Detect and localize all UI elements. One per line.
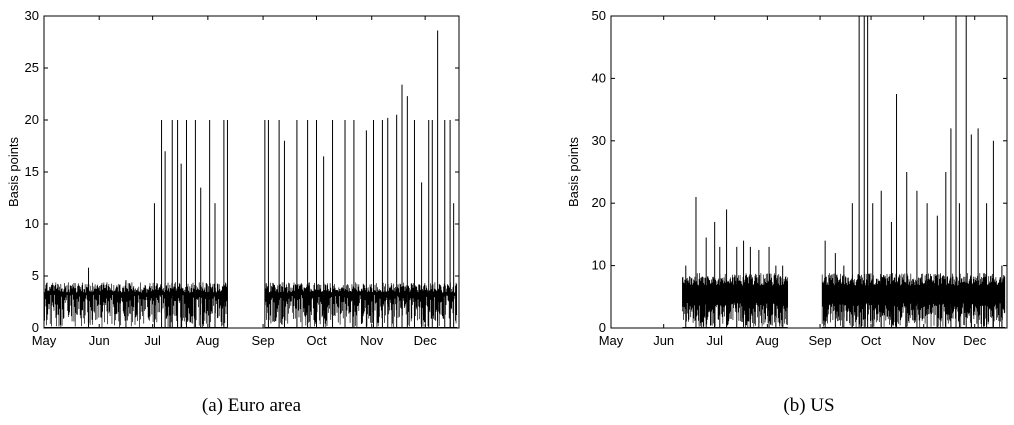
x-tick-label: Aug	[196, 333, 219, 348]
y-tick-label: 5	[32, 268, 39, 283]
x-tick-label: Oct	[306, 333, 327, 348]
x-tick-label: Oct	[861, 333, 882, 348]
y-tick-labels: 0 5 10 15 20 25 30	[25, 8, 459, 335]
y-tick-label: 30	[25, 8, 39, 23]
y-tick-label: 40	[592, 70, 606, 85]
y-tick-label: 20	[25, 112, 39, 127]
spike-series	[685, 16, 1003, 328]
x-tick-label: Jun	[653, 333, 674, 348]
y-tick-label: 0	[599, 320, 606, 335]
caption-us: (b) US	[783, 395, 834, 416]
x-tick-label: Nov	[360, 333, 384, 348]
caption-euro-area: (a) Euro area	[202, 395, 302, 416]
spike-series	[88, 30, 455, 328]
x-tick-label: Dec	[414, 333, 438, 348]
y-tick-label: 50	[592, 8, 606, 23]
baseline-oscillation	[43, 282, 458, 328]
x-tick-label: Jul	[144, 333, 161, 348]
x-tick-label: Jun	[89, 333, 110, 348]
chart-euro-area: 0 5 10 15 20 25 30 May Jun Jul Aug Sep Oct Nov Dec Ba…	[6, 8, 460, 416]
y-tick-label: 0	[32, 320, 39, 335]
y-tick-label: 25	[25, 60, 39, 75]
x-tick-label: Jul	[706, 333, 723, 348]
x-tick-labels: May Jun Jul Aug Sep Oct Nov Dec	[32, 16, 437, 348]
y-tick-label: 30	[592, 133, 606, 148]
x-tick-label: Aug	[756, 333, 779, 348]
y-axis-label: Basis points	[6, 136, 21, 207]
x-tick-label: May	[599, 333, 624, 348]
y-tick-label: 10	[592, 258, 606, 273]
x-tick-label: Dec	[963, 333, 987, 348]
y-tick-label: 20	[592, 195, 606, 210]
plot-frame	[610, 15, 1008, 329]
x-tick-label: Nov	[912, 333, 936, 348]
plot-frame	[43, 15, 460, 329]
y-axis-label: Basis points	[566, 136, 581, 207]
chart-us: 0 10 20 30 40 50 May Jun Jul Aug Sep Oct Nov Dec Bas…	[566, 8, 1008, 416]
baseline-band-series	[43, 282, 458, 328]
x-tick-label: May	[32, 333, 57, 348]
y-tick-labels: 0 10 20 30 40 50	[592, 8, 1007, 335]
y-tick-label: 15	[25, 164, 39, 179]
x-tick-label: Sep	[252, 333, 275, 348]
x-tick-labels: May Jun Jul Aug Sep Oct Nov Dec	[599, 16, 987, 348]
x-tick-label: Sep	[808, 333, 831, 348]
y-tick-label: 10	[25, 216, 39, 231]
